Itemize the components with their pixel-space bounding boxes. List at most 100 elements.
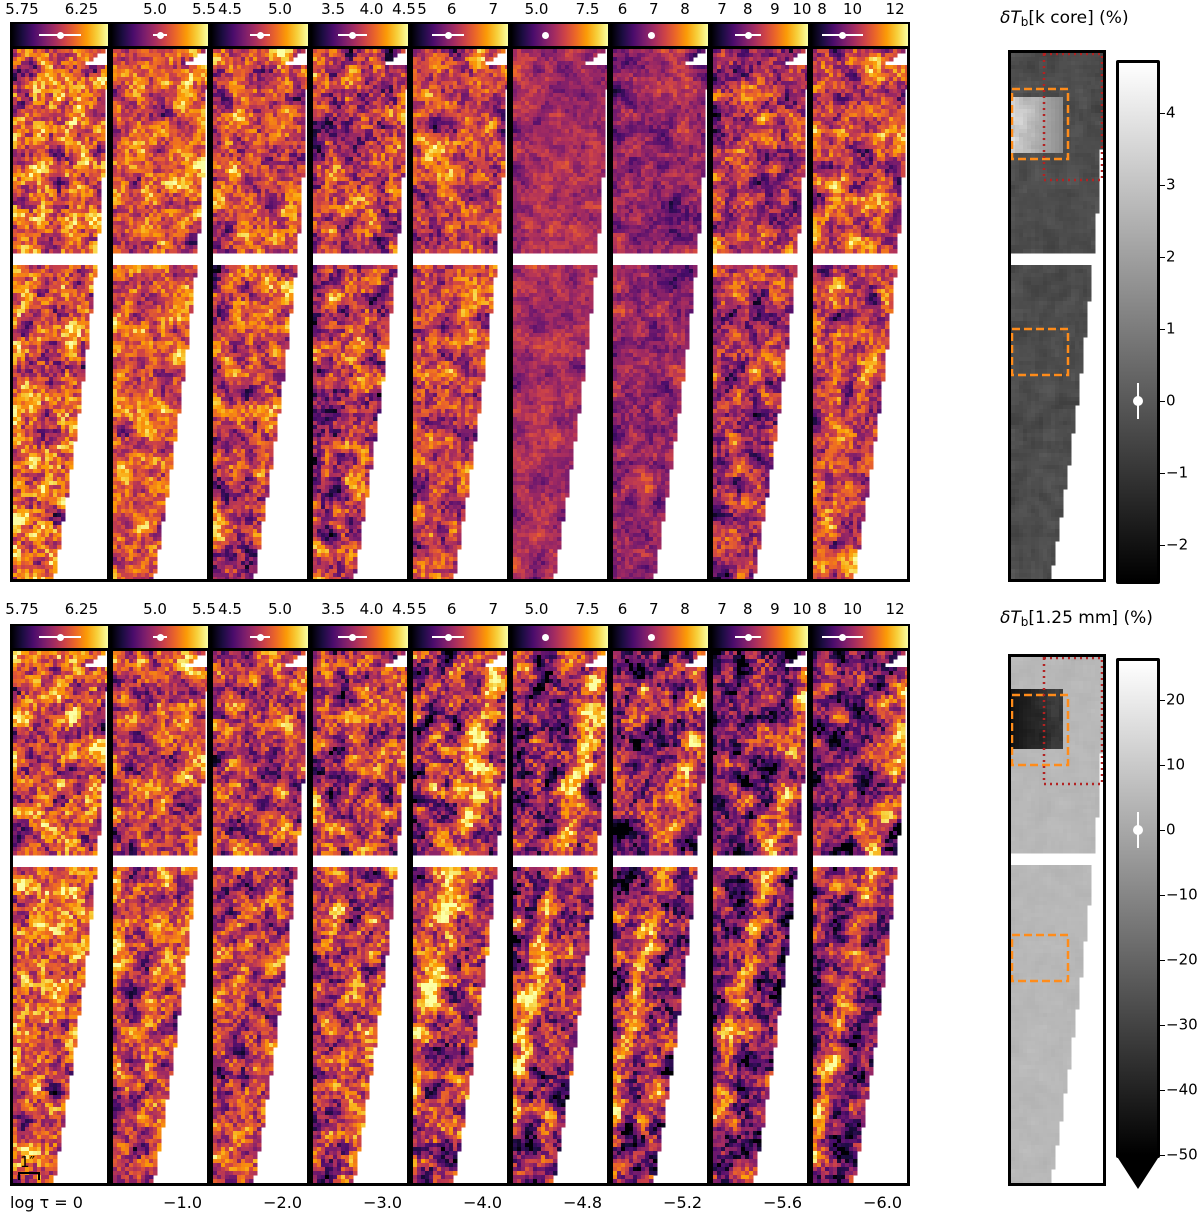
map-pixel [121, 333, 126, 338]
map-pixel [89, 133, 94, 138]
map-pixel [37, 361, 42, 366]
map-pixel [25, 365, 30, 370]
map-pixel [25, 133, 30, 138]
map-pixel [121, 269, 126, 274]
map-pixel [181, 209, 186, 214]
map-pixel [197, 197, 202, 202]
map-pixel [133, 285, 138, 290]
map-pixel [113, 145, 118, 150]
map-pixel [193, 113, 198, 118]
map-pixel [137, 409, 142, 414]
map-pixel [21, 361, 26, 366]
map-pixel [105, 77, 107, 82]
map-pixel [45, 249, 50, 254]
map-pixel [41, 153, 46, 158]
map-pixel [37, 545, 42, 550]
map-pixel [173, 349, 178, 354]
map-pixel [129, 101, 134, 106]
map-pixel [293, 53, 298, 58]
map-pixel [137, 193, 142, 198]
map-pixel [97, 225, 102, 230]
map-pixel [141, 293, 146, 298]
map-pixel [121, 93, 126, 98]
map-pixel [41, 117, 46, 122]
map-pixel [173, 385, 178, 390]
map-pixel [49, 145, 54, 150]
map-pixel [117, 361, 122, 366]
map-pixel [177, 65, 182, 70]
map-pixel [161, 85, 166, 90]
map-pixel [165, 357, 170, 362]
map-pixel [33, 241, 38, 246]
map-pixel [157, 197, 162, 202]
map-pixel [165, 317, 170, 322]
map-pixel [149, 409, 154, 414]
map-pixel [169, 409, 174, 414]
map-pixel [61, 93, 66, 98]
map-pixel [117, 217, 122, 222]
map-pixel [29, 185, 34, 190]
map-pixel [49, 337, 54, 342]
map-pixel [53, 233, 58, 238]
map-pixel [57, 497, 62, 502]
map-pixel [45, 305, 50, 310]
map-pixel [125, 241, 130, 246]
map-pixel [181, 81, 186, 86]
map-pixel [145, 297, 150, 302]
map-pixel [33, 133, 38, 138]
map-pixel [145, 389, 150, 394]
map-pixel [249, 57, 254, 62]
map-pixel [57, 189, 62, 194]
map-pixel [45, 449, 50, 454]
map-pixel [33, 561, 38, 566]
map-pixel [17, 301, 22, 306]
map-pixel [253, 53, 258, 58]
map-pixel [169, 197, 174, 202]
map-pixel [93, 205, 98, 210]
map-pixel [157, 413, 162, 418]
map-pixel [125, 145, 130, 150]
map-pixel [97, 105, 102, 110]
map-pixel [45, 389, 50, 394]
map-pixel [13, 317, 18, 322]
map-pixel [57, 461, 62, 466]
map-pixel [161, 401, 166, 406]
map-pixel [37, 137, 42, 142]
map-pixel [25, 505, 30, 510]
map-pixel [133, 577, 138, 579]
map-pixel [25, 341, 30, 346]
colorbar-tick-label: 4.5 [218, 2, 242, 17]
map-pixel [61, 201, 66, 206]
map-pixel [161, 149, 166, 154]
map-pixel [189, 189, 194, 194]
map-pixel [189, 153, 194, 158]
map-pixel [173, 265, 178, 270]
map-pixel [121, 377, 126, 382]
map-pixel [25, 161, 30, 166]
map-pixel [121, 197, 126, 202]
map-pixel [253, 69, 258, 74]
map-pixel [45, 81, 50, 86]
map-pixel [121, 309, 126, 314]
map-pixel [165, 493, 170, 498]
map-pixel [49, 473, 54, 478]
map-pixel [161, 65, 166, 70]
map-pixel [145, 285, 150, 290]
map-pixel [13, 113, 18, 118]
map-pixel [177, 309, 182, 314]
map-pixel [69, 353, 74, 358]
map-pixel [181, 337, 186, 342]
map-pixel [89, 113, 94, 118]
map-pixel [121, 361, 126, 366]
map-pixel [57, 181, 62, 186]
map-pixel [33, 177, 38, 182]
map-pixel [281, 53, 286, 58]
map-pixel [201, 121, 206, 126]
map-pixel [25, 441, 30, 446]
map-pixel [61, 321, 66, 326]
map-pixel [97, 65, 102, 70]
map-pixel [113, 565, 118, 570]
map-pixel [169, 437, 174, 442]
map-pixel [157, 401, 162, 406]
map-pixel [41, 281, 46, 286]
